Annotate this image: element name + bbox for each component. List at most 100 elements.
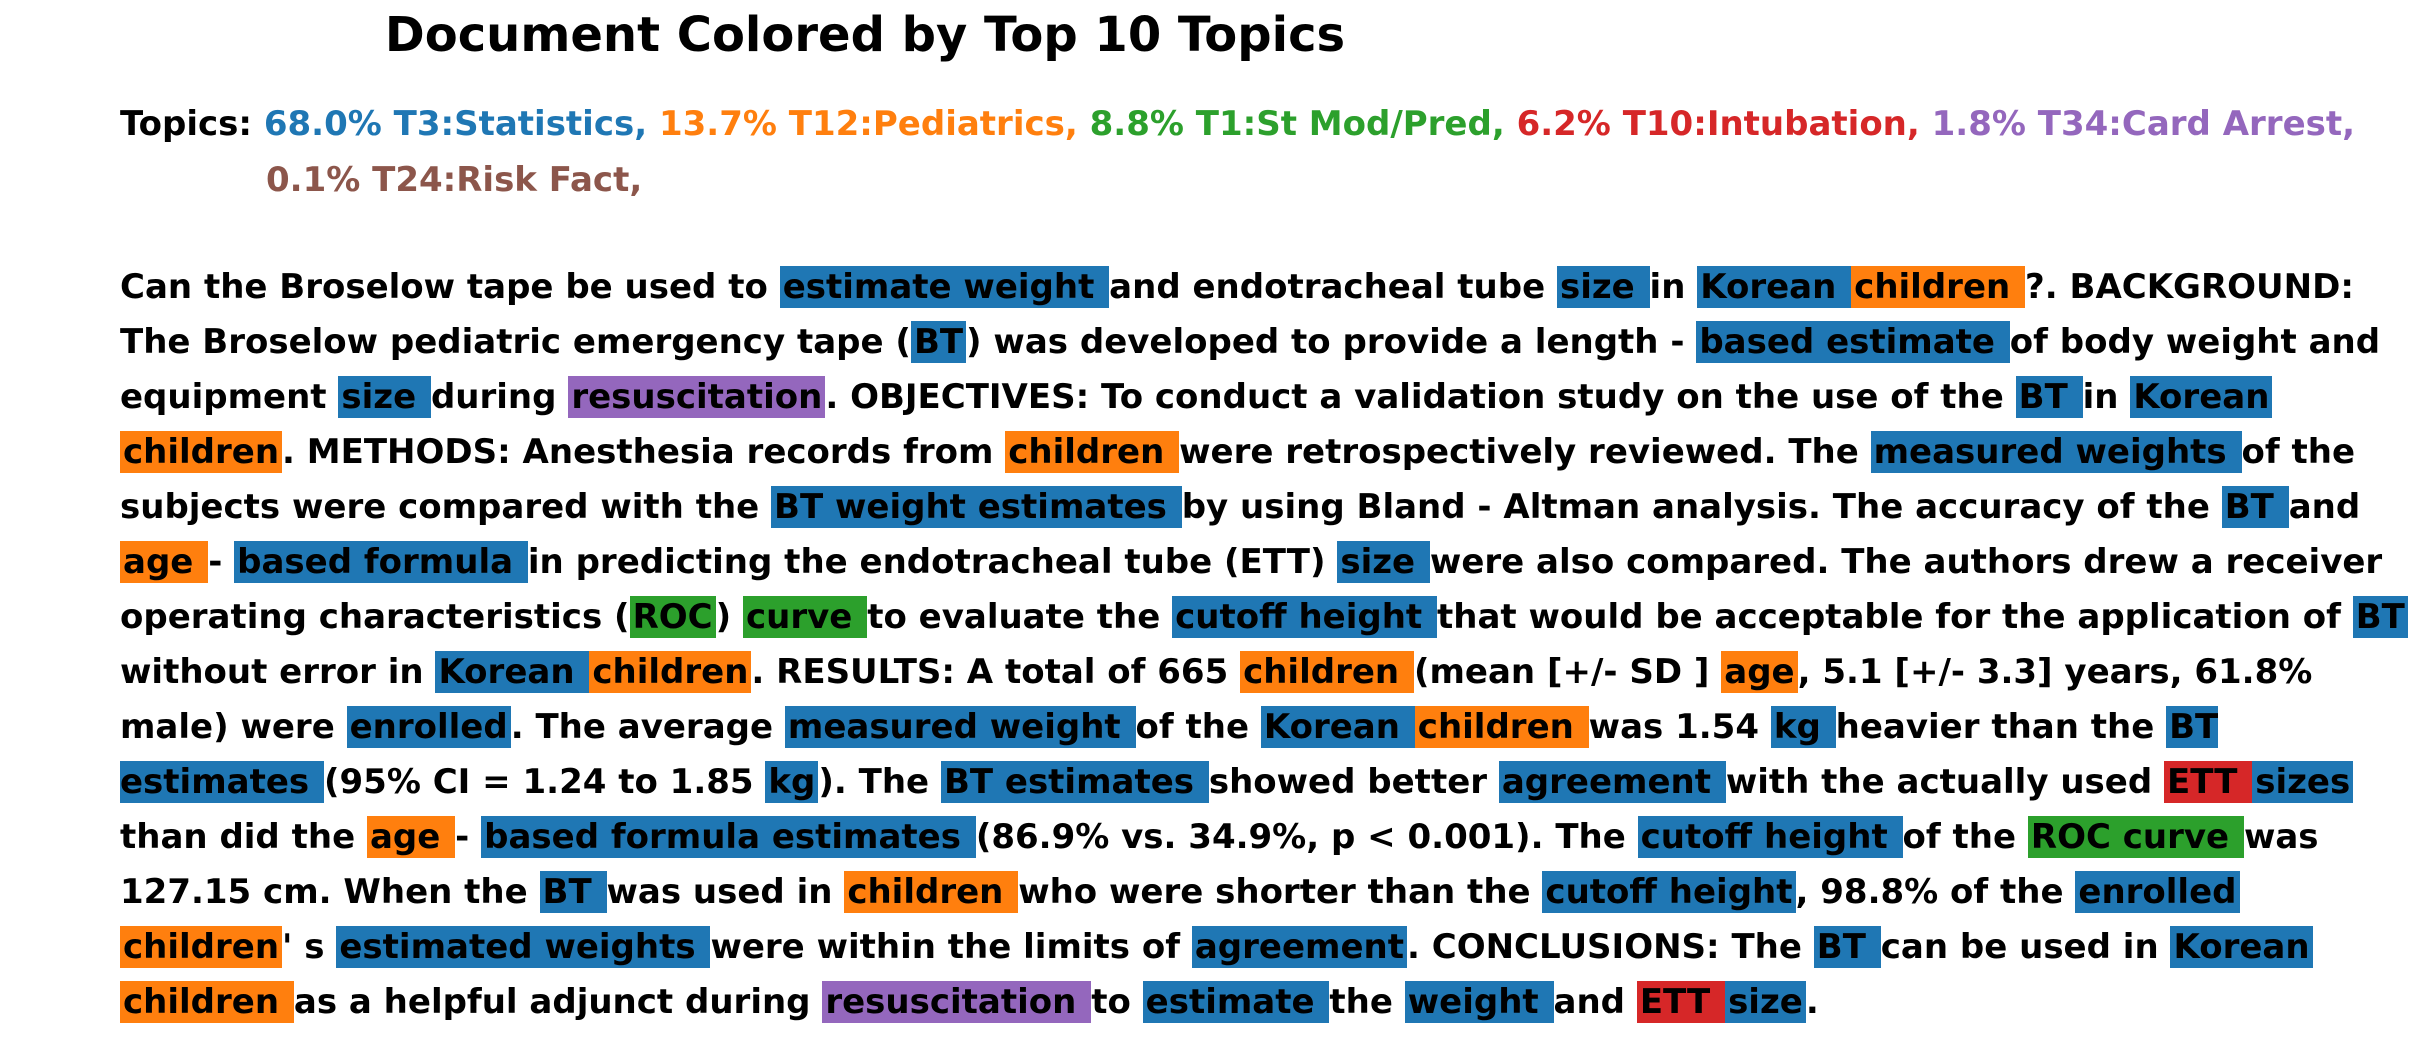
topic-highlight-t3: enrolled [346,706,511,748]
topic-highlight-t3: estimated weights [336,926,711,968]
body-text: were within the limits of [710,927,1192,967]
topic-highlight-t3: cutoff height [1637,816,1903,858]
topic-highlight-t3: BT [539,871,607,913]
topic-highlight-t3: size [338,376,431,418]
topic-highlight-t12: children [1240,651,1414,693]
body-text: the [1329,982,1405,1022]
topic-highlight-t3: based formula estimates [481,816,976,858]
body-text: of the [1135,707,1261,747]
topic-highlight-t3: cutoff height [1172,596,1438,638]
topic-highlight-t10: ETT [2164,761,2253,803]
body-text: in predicting the endotracheal tube (ETT… [527,542,1338,582]
topic-highlight-t3: kg [765,761,819,803]
topic-highlight-t3: size [1556,266,1650,308]
body-text: to [1091,982,1143,1022]
body-text: ) was developed to provide a length - [966,322,1697,362]
topic-highlight-t3: BT [1813,926,1881,968]
body-text: without error in [120,652,436,692]
body-text: - [455,817,482,857]
body-text: (95% CI = 1.24 to 1.85 [323,762,766,802]
body-text: were also compared. The authors drew a r… [120,542,2383,637]
body-text: with the actually used [1725,762,2165,802]
topic-highlight-t3: BT [2352,596,2408,638]
topic-highlight-t3: measured weight [784,706,1136,748]
body-text: by using Bland - Altman analysis. The ac… [1181,487,2222,527]
topic-highlight-t3: BT [2015,376,2083,418]
body-text: and [2288,487,2361,527]
body-text: . The average [510,707,785,747]
body-text: in [1649,267,1698,307]
body-text: that would be acceptable for the applica… [1437,597,2353,637]
body-text: of the [1902,817,2028,857]
body-text: , 98.8% of the [1795,872,2076,912]
body-text: . [1805,982,1819,1022]
topic-highlight-t3: Korean [2170,926,2313,968]
topic-legend-item-t24: 0.1% T24:Risk Fact, [266,160,643,200]
body-text: , 5.1 [+/- 3.3] years, 61.8% male) were [120,652,2313,747]
topic-highlight-t34: resuscitation [822,981,1092,1023]
body-text: can be used in [1880,927,2171,967]
topic-highlight-t3: Korean [2130,376,2273,418]
topic-highlight-t3: cutoff height [1542,871,1796,913]
topic-highlight-t1: ROC curve [2027,816,2244,858]
body-text: of body weight and equipment [120,322,2381,417]
body-text: ' s [282,927,337,967]
body-text: to evaluate the [867,597,1173,637]
topic-highlight-t1: curve [743,596,868,638]
body-text: of the subjects were compared with the [120,432,2356,527]
body-text: . RESULTS: A total of 665 [751,652,1241,692]
topic-highlight-t12: age [366,816,456,858]
topic-highlight-t12: children [589,651,752,693]
topic-highlight-t3: size [1725,981,1806,1023]
body-text: (86.9% vs. 34.9%, p < 0.001). The [975,817,1638,857]
topic-highlight-t3: BT weight estimates [771,486,1182,528]
topic-legend-item-t34: 1.8% T34:Card Arrest, [1931,104,2356,144]
body-text: was 1.54 [1588,707,1771,747]
body-text: in [2082,377,2131,417]
topic-highlight-t3: BT [2221,486,2289,528]
body-text: was 127.15 cm. When the [120,817,2319,912]
topic-highlight-t3: estimate weight [779,266,1110,308]
document-body: Can the Broselow tape be used to estimat… [120,260,2410,1030]
topic-highlight-t34: resuscitation [568,376,826,418]
body-text: heavier than the [1835,707,2167,747]
topic-highlight-t12: children [1414,706,1589,748]
topic-highlight-t3: based formula [234,541,528,583]
body-text: . OBJECTIVES: To conduct a validation st… [825,377,2016,417]
topic-highlight-t3: estimate [1142,981,1330,1023]
body-text: ). The [818,762,941,802]
body-text: was used in [606,872,845,912]
body-text: - [208,542,235,582]
body-text: and [1553,982,1637,1022]
document-title: Document Colored by Top 10 Topics [384,7,1346,63]
topic-highlight-t3: BT estimates [940,761,1209,803]
topic-highlight-t3: Korean [435,651,590,693]
body-text: and endotracheal tube [1109,267,1557,307]
topic-highlight-t12: children [1005,431,1180,473]
topic-highlight-t3: weight [1404,981,1554,1023]
topics-legend: Topics: 68.0% T3:Statistics, 13.7% T12:P… [120,96,2436,208]
topic-legend-item-t10: 6.2% T10:Intubation, [1516,104,1920,144]
topic-highlight-t12: children [844,871,1019,913]
topic-highlight-t3: Korean [1260,706,1415,748]
topics-label: Topics: [120,104,253,144]
topic-highlight-t12: children [120,981,294,1023]
body-text: than did the [120,817,367,857]
topic-highlight-t3: size [1337,541,1430,583]
topic-legend-item-t1: 8.8% T1:St Mod/Pred, [1089,104,1505,144]
topic-highlight-t12: children [120,431,283,473]
topic-highlight-t3: based estimate [1696,321,2010,363]
body-text: showed better [1208,762,1499,802]
topic-highlight-t3: enrolled [2075,871,2240,913]
body-text: during [430,377,569,417]
topic-highlight-t12: children [1851,266,2026,308]
body-text: as a helpful adjunct during [293,982,823,1022]
body-text: who were shorter than the [1018,872,1543,912]
body-text: (mean [+/- SD ] [1413,652,1722,692]
body-text: . METHODS: Anesthesia records from [282,432,1006,472]
topic-highlight-t3: sizes [2252,761,2354,803]
topic-highlight-t1: ROC [629,596,716,638]
topic-highlight-t3: BT [910,321,967,363]
topic-highlight-t12: age [120,541,209,583]
body-text: Can the Broselow tape be used to [120,267,780,307]
